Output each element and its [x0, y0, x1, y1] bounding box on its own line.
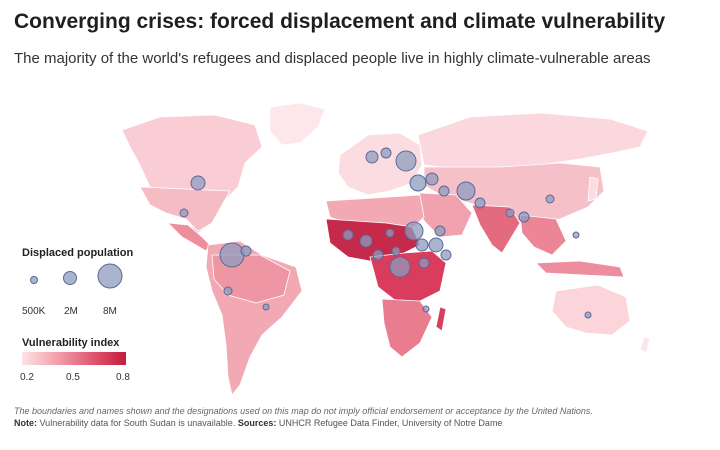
bubble-afghanistan: [456, 181, 476, 201]
bubble-colombia: [219, 242, 245, 268]
bubble-syria: [409, 174, 427, 192]
world-map: [0, 95, 720, 405]
legend-circle-2m: [63, 271, 77, 285]
bubble-drc: [389, 256, 411, 278]
bubble-uganda: [418, 257, 430, 269]
bubble-chad: [385, 228, 395, 238]
bubble-brazil: [262, 303, 270, 311]
sources-text: UNHCR Refugee Data Finder, University of…: [278, 418, 503, 428]
bubble-turkey: [425, 172, 439, 186]
map-title: Converging crises: forced displacement a…: [14, 10, 666, 33]
bubble-pakistan: [474, 197, 486, 209]
legend-vulnerability-title: Vulnerability index: [22, 337, 120, 349]
displacement-bubbles: [179, 147, 592, 319]
region-japan: [587, 176, 599, 202]
bubble-burkina-faso: [342, 229, 354, 241]
map-subtitle: The majority of the world's refugees and…: [14, 50, 651, 67]
legend-size-label-500k: 500K: [22, 306, 46, 317]
bubble-bangladesh: [505, 208, 515, 218]
bubble-nigeria: [359, 234, 373, 248]
vulnerability-label-high: 0.8: [116, 372, 130, 383]
legend-size-label-8m: 8M: [103, 306, 117, 317]
bubble-poland: [380, 147, 392, 159]
bubble-mexico: [179, 208, 189, 218]
vulnerability-label-low: 0.2: [20, 372, 34, 383]
region-indonesia: [535, 260, 625, 278]
bubble-germany: [365, 150, 379, 164]
bubble-usa: [190, 175, 206, 191]
region-russia: [417, 112, 649, 170]
legend-circle-500k: [30, 276, 38, 284]
bubble-myanmar: [518, 211, 530, 223]
region-southeast-asia: [519, 214, 567, 256]
sources-label: Sources:: [237, 418, 277, 428]
vulnerability-gradient-bar: [22, 352, 126, 365]
bubble-cameroon: [372, 249, 384, 261]
disclaimer-footnote: The boundaries and names shown and the d…: [14, 406, 593, 416]
bubble-south-sudan: [415, 238, 429, 252]
note-label: Note:: [14, 418, 37, 428]
bubble-iran: [438, 185, 450, 197]
bubble-australia: [584, 311, 592, 319]
bubble-yemen: [434, 225, 446, 237]
bubble-philippines: [572, 231, 580, 239]
region-australia: [551, 284, 631, 336]
note-text: Vulnerability data for South Sudan is un…: [39, 418, 236, 428]
bubble-sudan: [404, 221, 424, 241]
legend-size-circles: [30, 263, 123, 289]
legend-size-title: Displaced population: [22, 247, 134, 259]
bubble-ethiopia: [428, 237, 444, 253]
region-greenland: [269, 102, 326, 146]
world-map-svg: [121, 102, 651, 396]
legend-size-label-2m: 2M: [64, 306, 78, 317]
legend-circle-8m: [97, 263, 123, 289]
bubble-peru: [223, 286, 233, 296]
region-new-zealand: [639, 336, 651, 354]
bubble-mozambique: [422, 305, 430, 313]
bubble-ukraine: [395, 150, 417, 172]
source-note: Note: Vulnerability data for South Sudan…: [14, 418, 502, 428]
bubble-china: [545, 194, 555, 204]
bubble-somalia: [440, 249, 452, 261]
bubble-venezuela: [240, 245, 252, 257]
region-madagascar: [435, 306, 447, 332]
bubble-car: [391, 246, 401, 256]
region-southern-africa: [381, 298, 433, 358]
vulnerability-label-mid: 0.5: [66, 372, 80, 383]
